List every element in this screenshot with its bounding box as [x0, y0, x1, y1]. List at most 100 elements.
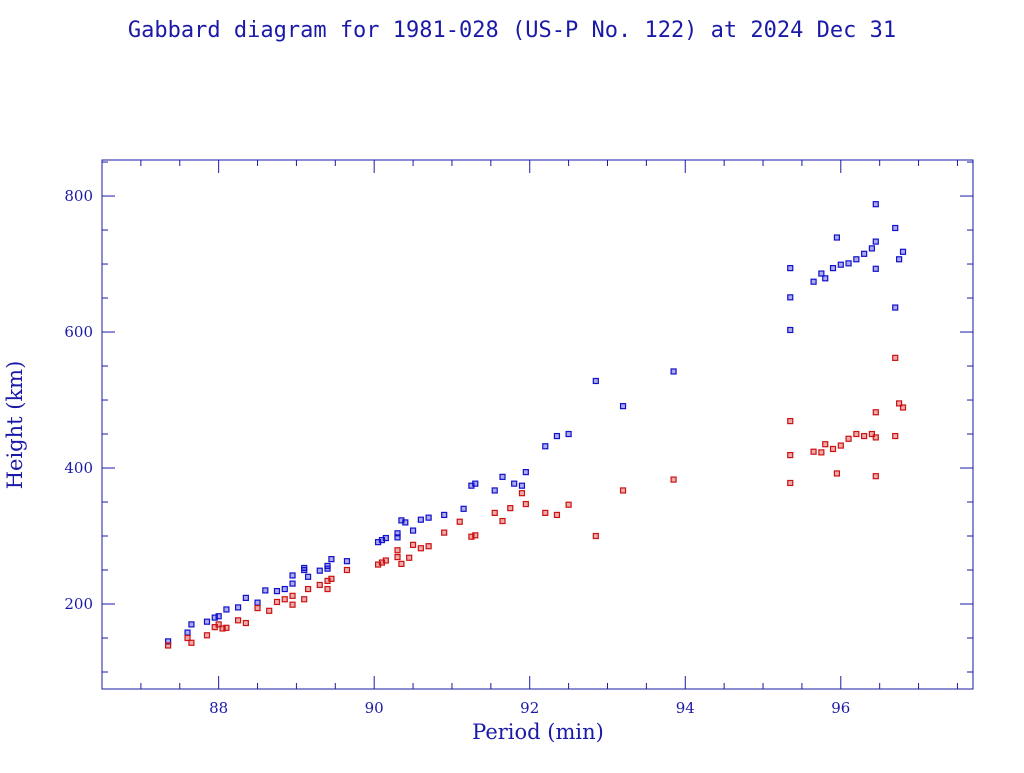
- perigee-point: [289, 601, 296, 608]
- perigee-point: [304, 585, 312, 593]
- apogee-point: [829, 265, 837, 272]
- perigee-point: [409, 541, 417, 548]
- perigee-point: [301, 596, 308, 603]
- perigee-point: [565, 501, 572, 508]
- apogee-point: [518, 482, 526, 489]
- perigee-point: [542, 509, 549, 516]
- apogee-point: [896, 256, 903, 263]
- perigee-point: [472, 532, 479, 539]
- y-axis-label: Height (km): [3, 361, 27, 490]
- perigee-point: [872, 434, 879, 441]
- perigee-point: [872, 473, 879, 480]
- apogee-point: [328, 556, 335, 563]
- perigee-point: [382, 557, 389, 564]
- apogee-point: [441, 511, 448, 519]
- perigee-point: [188, 639, 195, 646]
- perigee-point: [522, 500, 529, 508]
- y-tick-label: 800: [64, 187, 93, 205]
- perigee-point: [518, 490, 526, 497]
- perigee-point: [868, 430, 876, 438]
- perigee-point: [406, 554, 413, 561]
- apogee-point: [324, 562, 331, 570]
- perigee-point: [872, 409, 879, 416]
- perigee-point: [456, 518, 463, 525]
- perigee-point: [324, 585, 331, 593]
- y-tick-label: 200: [64, 595, 93, 613]
- apogee-point: [188, 621, 195, 628]
- apogee-point: [853, 256, 860, 263]
- plot-frame: [101, 159, 974, 690]
- perigee-point: [837, 442, 844, 449]
- apogee-point: [211, 614, 218, 621]
- perigee-point: [215, 621, 222, 628]
- apogee-point: [281, 585, 288, 593]
- apogee-point: [787, 326, 794, 334]
- perigee-point: [343, 566, 351, 574]
- apogee-point: [822, 275, 829, 282]
- perigee-point: [223, 624, 230, 631]
- perigee-point: [592, 532, 599, 540]
- perigee-point: [266, 607, 273, 614]
- perigee-point: [787, 479, 794, 487]
- perigee-point: [892, 432, 899, 440]
- perigee-point: [507, 505, 514, 512]
- x-tick-label: 94: [676, 699, 695, 717]
- apogee-point: [491, 487, 498, 494]
- series-apogee: [165, 201, 907, 645]
- perigee-point: [899, 404, 907, 411]
- perigee-point: [892, 354, 899, 361]
- perigee-point: [491, 509, 498, 516]
- perigee-point: [853, 430, 860, 438]
- apogee-point: [872, 201, 879, 208]
- perigee-point: [394, 553, 401, 561]
- perigee-point: [203, 632, 211, 639]
- apogee-point: [592, 377, 599, 385]
- apogee-point: [394, 530, 401, 537]
- perigee-point: [829, 445, 837, 453]
- apogee-point: [837, 261, 844, 268]
- perigee-point: [234, 617, 242, 624]
- apogee-point: [845, 260, 852, 267]
- perigee-point: [281, 596, 288, 603]
- apogee-point: [289, 572, 296, 579]
- apogee-point: [522, 468, 529, 476]
- apogee-point: [553, 432, 561, 440]
- apogee-point: [242, 594, 249, 601]
- y-tick-label: 400: [64, 459, 93, 477]
- y-tick-label: 600: [64, 323, 93, 341]
- apogee-point: [304, 573, 312, 580]
- perigee-point: [861, 432, 868, 440]
- apogee-point: [787, 294, 794, 301]
- apogee-point: [215, 613, 222, 620]
- apogee-point: [499, 473, 506, 480]
- perigee-point: [553, 511, 561, 519]
- perigee-point: [316, 581, 323, 589]
- apogee-point: [343, 558, 351, 565]
- apogee-point: [872, 238, 879, 245]
- apogee-point: [472, 480, 479, 487]
- perigee-point: [398, 560, 405, 567]
- perigee-point: [273, 598, 281, 606]
- x-tick-label: 92: [520, 699, 539, 717]
- series-perigee: [165, 354, 907, 649]
- apogee-point: [619, 403, 627, 410]
- apogee-point: [810, 278, 817, 285]
- apogee-point: [262, 587, 269, 594]
- perigee-point: [219, 625, 226, 632]
- perigee-point: [787, 451, 794, 459]
- perigee-point: [833, 470, 841, 477]
- x-axis-label: Period (min): [472, 720, 604, 744]
- perigee-point: [289, 592, 296, 599]
- perigee-point: [417, 545, 424, 552]
- apogee-point: [787, 265, 794, 272]
- apogee-point: [511, 480, 518, 487]
- apogee-point: [565, 430, 572, 438]
- apogee-point: [316, 567, 323, 574]
- perigee-point: [328, 575, 335, 582]
- apogee-point: [818, 270, 825, 277]
- apogee-point: [301, 564, 308, 572]
- apogee-point: [892, 224, 899, 232]
- perigee-point: [468, 533, 475, 540]
- perigee-point: [810, 448, 817, 455]
